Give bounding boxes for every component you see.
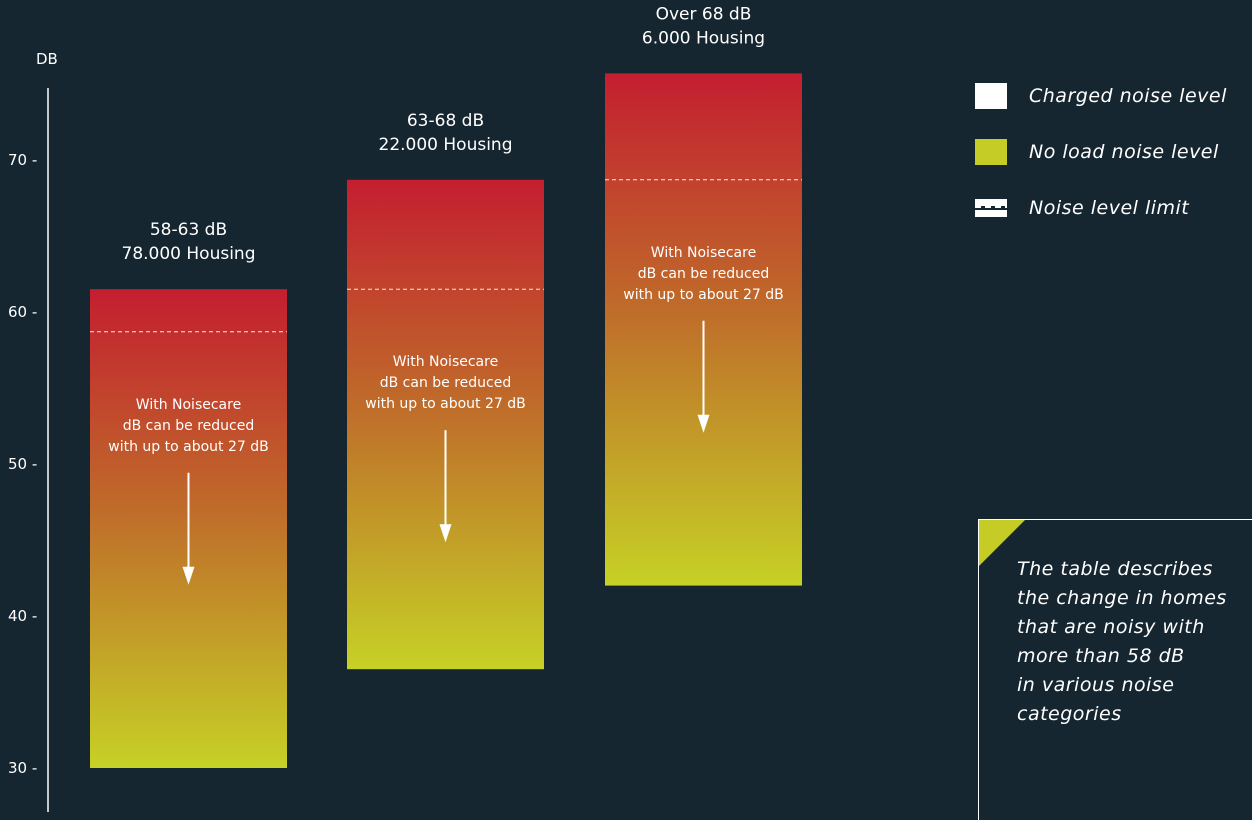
no-load-swatch <box>975 139 1007 165</box>
reduction-note-line: with up to about 27 dB <box>623 287 783 303</box>
reduction-arrow-head <box>697 414 710 433</box>
legend: Charged noise level No load noise level … <box>975 83 1227 251</box>
legend-item-no-load: No load noise level <box>975 139 1227 165</box>
y-tick-label: 40 - <box>8 607 37 625</box>
y-axis-title: DB <box>36 50 58 68</box>
legend-item-limit: Noise level limit <box>975 195 1227 221</box>
bar-housing-label: 6.000 Housing <box>642 28 765 48</box>
bar-housing-label: 78.000 Housing <box>122 244 256 264</box>
bar-range-label: Over 68 dB <box>656 4 752 24</box>
legend-label-limit: Noise level limit <box>1029 197 1190 219</box>
bar-range-label: 58-63 dB <box>150 220 227 240</box>
note-corner-accent <box>979 520 1025 566</box>
legend-item-charged: Charged noise level <box>975 83 1227 109</box>
reduction-arrow-head <box>182 566 195 585</box>
legend-label-no-load: No load noise level <box>1029 141 1219 163</box>
reduction-arrow-head <box>439 524 452 543</box>
limit-swatch <box>975 199 1007 217</box>
y-tick-label: 70 - <box>8 151 37 169</box>
reduction-note-line: with up to about 27 dB <box>108 439 268 455</box>
noise-bar <box>347 179 544 670</box>
reduction-note-line: dB can be reduced <box>123 418 255 434</box>
reduction-note-line: dB can be reduced <box>380 375 512 391</box>
note-text: The table describes the change in homes … <box>1017 558 1227 725</box>
note-box: The table describes the change in homes … <box>978 519 1252 820</box>
reduction-note-line: dB can be reduced <box>638 266 770 282</box>
bar-range-label: 63-68 dB <box>407 111 484 131</box>
reduction-note-line: With Noisecare <box>393 354 498 370</box>
bar-housing-label: 22.000 Housing <box>379 135 513 155</box>
y-tick-label: 60 - <box>8 303 37 321</box>
reduction-note-line: with up to about 27 dB <box>365 396 525 412</box>
y-tick-label: 50 - <box>8 455 37 473</box>
legend-label-charged: Charged noise level <box>1029 85 1227 107</box>
reduction-note-line: With Noisecare <box>136 397 241 413</box>
charged-swatch <box>975 83 1007 109</box>
y-tick-label: 30 - <box>8 759 37 777</box>
reduction-note-line: With Noisecare <box>651 245 756 261</box>
